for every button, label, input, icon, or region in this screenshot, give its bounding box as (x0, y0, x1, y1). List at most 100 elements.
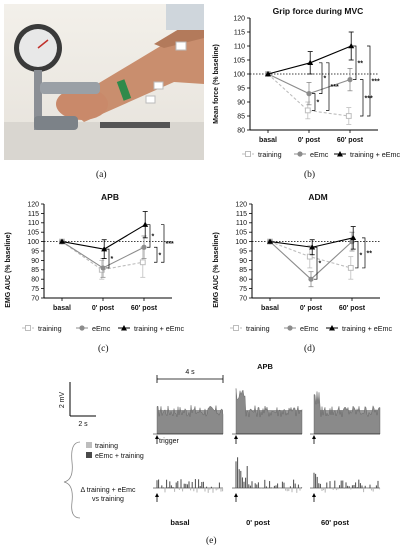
significance-bracket (326, 62, 330, 111)
data-point (142, 221, 149, 227)
y-tick-label: 80 (237, 127, 245, 134)
significance-label: *** (166, 241, 174, 248)
significance-label: *** (331, 84, 339, 91)
y-tick-label: 90 (31, 258, 39, 265)
y-axis-label: Mean force (% baseline) (213, 44, 220, 124)
significance-label: * (111, 256, 114, 263)
legend-swatch-combo (86, 452, 92, 458)
significance-label: * (152, 233, 155, 240)
significance-bracket (367, 45, 371, 117)
chart-title: ADM (308, 192, 327, 202)
data-point (348, 43, 355, 49)
y-tick-label: 120 (27, 201, 39, 208)
data-point (267, 238, 273, 244)
panel-label-d: (d) (304, 344, 316, 354)
window-label: 4 s (185, 369, 195, 376)
window-bracket: 4 s (156, 369, 224, 383)
data-point (347, 265, 354, 271)
series-line-training-eemc (61, 224, 146, 250)
significance-label: *** (365, 95, 373, 102)
legend-marker-eemc (297, 151, 303, 157)
legend-marker-eemc (79, 325, 85, 331)
y-tick-label: 85 (31, 267, 39, 274)
y-tick-label: 110 (28, 220, 39, 227)
significance-bracket (154, 246, 158, 263)
data-point (141, 244, 147, 250)
y-tick-label: 105 (233, 57, 245, 64)
condition-basal: basal (170, 518, 189, 527)
data-point (101, 246, 108, 252)
x-tick-label: 0' post (298, 137, 321, 144)
significance-label: * (360, 252, 363, 259)
y-tick-label: 95 (31, 248, 39, 255)
legend-training: training (246, 324, 270, 333)
x-tick-label: 60' post (339, 305, 366, 312)
significance-label: *** (372, 79, 380, 86)
y-tick-label: 100 (233, 71, 245, 78)
scale-x-label: 2 s (78, 421, 88, 428)
emg-trace-top (156, 405, 224, 435)
significance-bracket (355, 241, 359, 269)
panel-label-e: (e) (206, 536, 217, 546)
y-tick-label: 75 (31, 286, 39, 293)
grip-dynamometer-photo (4, 4, 204, 160)
data-point (308, 276, 314, 282)
x-tick-label: 0' post (92, 305, 115, 312)
y-tick-label: 110 (236, 220, 247, 227)
data-point (100, 265, 106, 271)
legend-marker-training (245, 151, 251, 157)
scale-y-label: 2 mV (59, 392, 66, 409)
y-axis-label: EMG AUC (% baseline) (213, 232, 220, 308)
data-point (306, 253, 313, 260)
legend-brace (63, 441, 81, 519)
significance-bracket (314, 246, 318, 280)
panel-label-c: (c) (98, 344, 109, 354)
data-point (304, 107, 311, 114)
significance-bracket (161, 224, 165, 263)
x-tick-label: basal (53, 305, 71, 312)
data-point (59, 238, 65, 244)
significance-label: * (159, 252, 162, 259)
y-tick-label: 70 (31, 295, 39, 302)
y-tick-label: 100 (235, 239, 247, 246)
condition-0-post: 0' post (246, 518, 270, 527)
legend-swatch-training (86, 442, 92, 448)
panel-label-b: (b) (304, 170, 316, 180)
y-tick-label: 80 (31, 277, 39, 284)
significance-label: ** (358, 60, 364, 67)
emg-trace-top (313, 391, 381, 435)
y-tick-label: 85 (239, 267, 247, 274)
chart-adm: ADM EMG AUC (% baseline) 70 75 80 85 90 95 100… (213, 192, 393, 333)
legend-marker-combo (329, 325, 335, 331)
significance-bracket (106, 248, 110, 269)
emg-trace-top (235, 388, 303, 435)
x-tick-label: 60' post (337, 137, 364, 144)
legend-eemc: eEmc (92, 324, 111, 333)
y-tick-label: 70 (239, 295, 247, 302)
data-point (345, 113, 352, 119)
legend: training eEmc training + eEmc (22, 324, 185, 333)
legend-marker-training (25, 325, 31, 331)
y-tick-label: 95 (237, 85, 245, 92)
significance-bracket (147, 224, 151, 248)
chart-title: APB (101, 192, 119, 202)
x-tick-label: 0' post (300, 305, 323, 312)
legend-eemc: eEmc (300, 324, 319, 333)
significance-label: ** (367, 250, 373, 257)
y-tick-label: 105 (27, 230, 39, 237)
y-tick-label: 75 (239, 286, 247, 293)
data-point (347, 77, 353, 83)
emg-traces-panel: APB 2 mV 2 s 4 s trigger training eEmc +… (59, 362, 381, 527)
series-line-training (267, 73, 349, 117)
y-tick-label: 120 (233, 15, 245, 22)
trigger-arrowhead (234, 493, 238, 497)
y-tick-label: 80 (239, 277, 247, 284)
x-tick-label: basal (259, 137, 277, 144)
data-point (350, 234, 357, 241)
y-tick-label: 100 (27, 239, 39, 246)
chart-title: Grip force during MVC (273, 6, 364, 16)
y-axis-label: EMG AUC (% baseline) (5, 232, 12, 308)
y-tick-label: 90 (237, 99, 245, 106)
significance-bracket (319, 62, 323, 94)
series-line-training-eemc (267, 45, 352, 75)
